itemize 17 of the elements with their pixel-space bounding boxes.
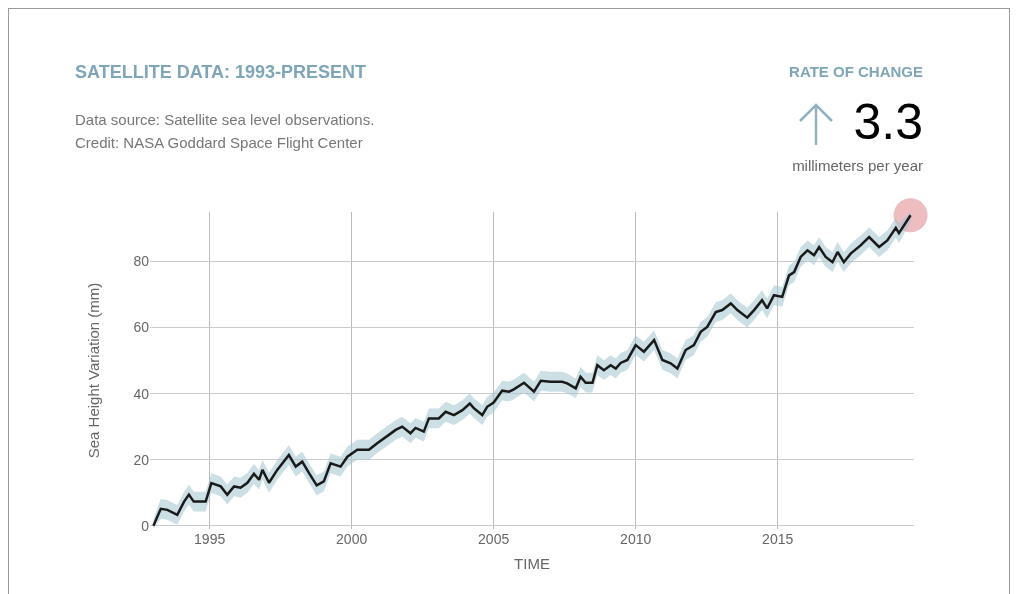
y-tick-label: 60 xyxy=(133,319,150,336)
y-tick-label: 40 xyxy=(133,385,150,402)
x-tick-label: 2015 xyxy=(762,531,794,547)
text: RATE OF CHANGE xyxy=(789,63,923,80)
x-tick-label: 2000 xyxy=(336,531,368,547)
y-tick-label: 0 xyxy=(141,517,150,534)
chart-subtitle: Data source: Satellite sea level observations. Credit: NASA Goddard Space Flight Center xyxy=(75,110,375,153)
text: 3.3 xyxy=(853,93,923,152)
y-axis-title: Sea Height Variation (mm) xyxy=(84,282,102,459)
text: millimeters per year xyxy=(792,157,923,174)
y-tick-label: 20 xyxy=(133,451,150,468)
y-tick-label: 80 xyxy=(133,253,150,270)
x-axis-title: TIME xyxy=(514,555,550,572)
x-tick-label: 2005 xyxy=(478,531,510,547)
x-tick-label: 1995 xyxy=(194,531,226,547)
chart-title: SATELLITE DATA: 1993-PRESENT xyxy=(75,62,367,83)
x-tick-label: 2010 xyxy=(620,531,652,547)
